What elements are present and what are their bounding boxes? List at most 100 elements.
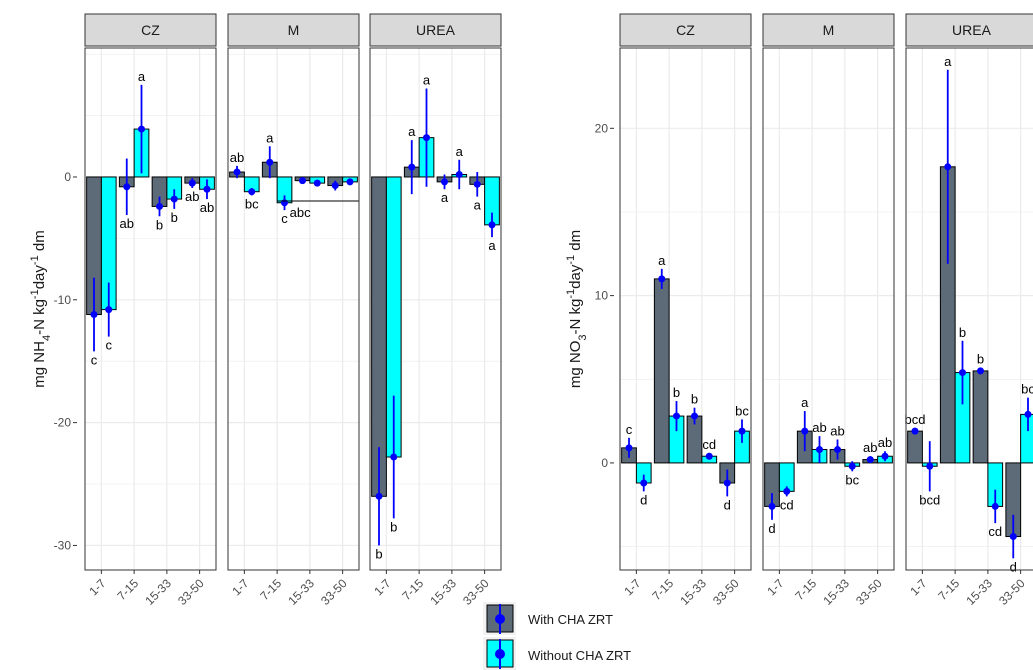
facet-strip-label: UREA <box>416 22 456 38</box>
significance-label: d <box>640 492 647 507</box>
x-tick-label: 1-7 <box>764 576 786 598</box>
x-tick-label: 15-33 <box>820 576 852 608</box>
mean-point <box>977 367 985 375</box>
significance-label: cd <box>780 497 794 512</box>
facet-strip <box>84 13 217 47</box>
facet-strip <box>369 13 502 47</box>
mean-point <box>926 462 934 470</box>
mean-point <box>408 163 416 171</box>
y-tick-label: 0 <box>601 456 608 470</box>
significance-label: b <box>390 519 397 534</box>
significance-label: a <box>456 144 464 159</box>
significance-label: d <box>724 497 731 512</box>
mean-point <box>248 188 256 196</box>
significance-label: a <box>423 73 431 88</box>
significance-label: d <box>1010 559 1017 574</box>
mean-point <box>866 456 874 464</box>
significance-label: bc <box>1021 382 1033 397</box>
facet-strip <box>619 13 752 47</box>
y-tick-label: 0 <box>64 170 71 184</box>
significance-label: b <box>959 325 966 340</box>
significance-label: bcd <box>905 412 926 427</box>
significance-label: a <box>266 130 274 145</box>
significance-label: bc <box>845 472 859 487</box>
mean-point <box>233 168 241 176</box>
bar-with <box>653 278 670 464</box>
x-tick-label: 15-33 <box>677 576 709 608</box>
facet-strip-label: UREA <box>952 22 992 38</box>
mean-point <box>881 452 889 460</box>
panel-border <box>762 47 895 571</box>
mean-point <box>1009 533 1017 541</box>
mean-point <box>991 502 999 510</box>
significance-label: b <box>156 217 163 232</box>
significance-label: c <box>91 352 98 367</box>
mean-point <box>672 412 680 420</box>
significance-label: a <box>408 124 416 139</box>
significance-label: c <box>105 338 112 353</box>
significance-label: ab <box>120 216 134 231</box>
y-axis-label-superscript: -1 <box>565 255 577 265</box>
significance-label: ab <box>863 440 877 455</box>
significance-label: b <box>673 385 680 400</box>
panel-border <box>905 47 1033 571</box>
panel-border <box>84 47 217 571</box>
y-axis-label-superscript: -1 <box>29 289 41 299</box>
significance-label: a <box>441 190 449 205</box>
significance-label: a <box>488 238 496 253</box>
y-axis-label-subscript: 3 <box>577 334 589 340</box>
x-tick-label: 7-15 <box>649 576 676 603</box>
mean-point <box>801 427 809 435</box>
significance-label: b <box>977 352 984 367</box>
x-tick-label: 1-7 <box>86 576 108 598</box>
bar-with <box>907 430 923 464</box>
significance-label: cd <box>702 437 716 452</box>
mean-point <box>170 195 178 203</box>
y-axis-label: mg NH4-N kg-1day-1 dm <box>29 230 53 387</box>
mean-point <box>331 182 339 190</box>
significance-label: ab <box>200 200 214 215</box>
mean-point <box>834 446 842 454</box>
mean-point <box>137 125 145 133</box>
mean-point <box>313 179 321 187</box>
x-tick-label: 33-50 <box>175 576 207 608</box>
y-axis-label-superscript: -1 <box>565 289 577 299</box>
y-axis-label-part: dm <box>31 230 48 255</box>
mean-point <box>783 487 791 495</box>
x-tick-label: 15-33 <box>142 576 174 608</box>
x-tick-label: 7-15 <box>257 576 284 603</box>
significance-label: ab <box>812 420 826 435</box>
mean-point <box>346 178 354 186</box>
bar-with <box>972 370 989 464</box>
y-axis-label-part: day <box>567 264 584 289</box>
mean-point <box>375 492 383 500</box>
mean-point <box>911 427 919 435</box>
x-tick-label: 15-33 <box>285 576 317 608</box>
y-tick-label: -30 <box>54 538 72 552</box>
mean-point <box>390 453 398 461</box>
significance-label: bc <box>245 196 259 211</box>
x-tick-label: 7-15 <box>114 576 141 603</box>
x-tick-label: 7-15 <box>792 576 819 603</box>
x-tick-label: 7-15 <box>935 576 962 603</box>
legend-label-with: With CHA ZRT <box>528 612 613 627</box>
mean-point <box>768 502 776 510</box>
y-tick-label: -10 <box>54 293 72 307</box>
x-tick-label: 7-15 <box>399 576 426 603</box>
significance-label: c <box>281 211 288 226</box>
significance-label: a <box>944 54 952 69</box>
significance-label: ab <box>878 435 892 450</box>
y-axis-label-subscript: 4 <box>41 335 53 341</box>
significance-label: a <box>474 198 482 213</box>
mean-point <box>815 446 823 454</box>
x-tick-label: 33-50 <box>996 576 1028 608</box>
